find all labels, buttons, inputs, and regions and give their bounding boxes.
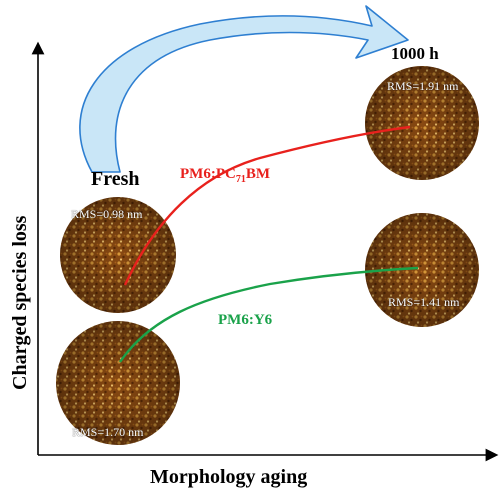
afm-image-aged-pc71bm (365, 66, 479, 180)
x-axis-label: Morphology aging (150, 466, 308, 488)
aging-arrow-icon (79, 5, 409, 173)
rms-aged-y6: RMS=1.41 nm (388, 295, 460, 309)
rms-fresh-pc71bm: RMS=0.98 nm (71, 207, 143, 221)
blend-label-pc71bm-prefix: PM6:PC (180, 166, 236, 182)
blend-label-y6: PM6:Y6 (218, 312, 273, 328)
afm-image-aged-y6 (365, 213, 479, 327)
blend-label-pc71bm-suffix: BM (245, 166, 270, 182)
fresh-label: Fresh (91, 168, 140, 190)
y6-trend-curve (119, 266, 419, 363)
afm-image-fresh-pc71bm (60, 197, 176, 313)
afm-image-fresh-y6 (56, 321, 180, 445)
blend-label-pc71bm-sub: 71 (235, 174, 246, 185)
rms-fresh-y6: RMS=1.70 nm (72, 425, 144, 439)
aged-time-label: 1000 h (391, 44, 439, 63)
y-axis-label: Charged species loss (9, 215, 31, 390)
pc71bm-trend-curve (123, 125, 411, 286)
rms-aged-pc71bm: RMS=1.91 nm (387, 79, 459, 93)
blend-label-pc71bm: PM6:PC71BM (180, 166, 270, 185)
